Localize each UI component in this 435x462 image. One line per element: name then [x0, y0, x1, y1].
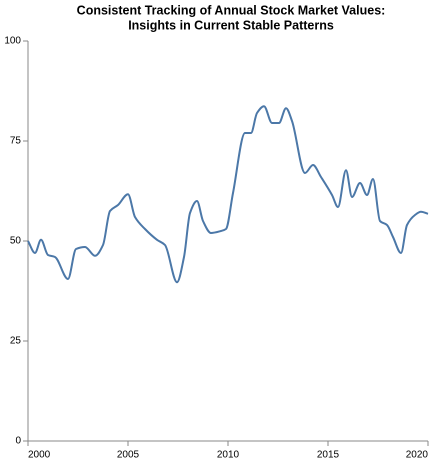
line [27, 105, 429, 284]
x-tick-label: 2020 [406, 450, 429, 461]
y-tick-label: 25 [10, 336, 22, 347]
y-tick-label: 0 [15, 436, 21, 447]
y-tick-label: 75 [10, 136, 22, 147]
x-tick-label: 2005 [117, 450, 140, 461]
chart-title: Consistent Tracking of Annual Stock Mark… [77, 3, 386, 17]
x-tick-label: 2000 [28, 450, 51, 461]
chart-title: Insights in Current Stable Patterns [128, 18, 334, 32]
y-tick-label: 100 [4, 36, 21, 47]
x-tick-label: 2015 [317, 450, 340, 461]
x-tick-label: 2010 [217, 450, 240, 461]
y-tick-label: 50 [10, 236, 22, 247]
